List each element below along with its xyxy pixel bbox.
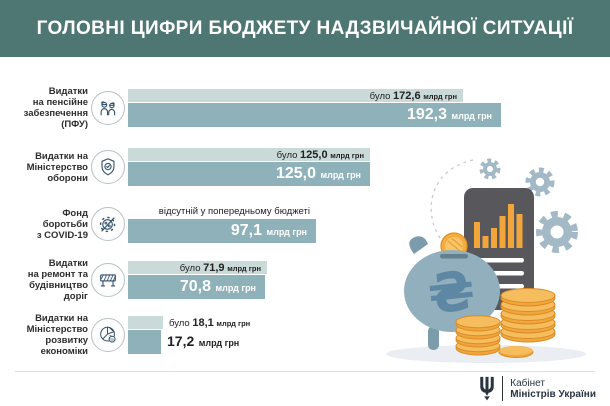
chart-row-economy: Видатки на Міністерство розвитку економі… [15,313,251,357]
current-bar: 125,0 млрд грн [128,162,370,186]
org-name: Кабінет Міністрів України [510,378,596,400]
current-bar: 192,3 млрд грн [128,103,501,127]
current-bar: 70,8 млрд грн [128,275,265,299]
chart-row-defense: Видатки на Міністерство оборони було 125… [15,148,370,186]
page-title: ГОЛОВНІ ЦИФРИ БЮДЖЕТУ НАДЗВИЧАЙНОЇ СИТУА… [36,17,574,39]
single-coin [498,345,534,358]
budget-illustration: ₴ [386,158,586,363]
org-line1: Кабінет [510,377,545,389]
coin-stack-left [455,315,501,356]
current-value-text: 192,3 млрд грн [406,106,492,123]
bar-group: відсутній у попередньому бюджеті 97,1 мл… [128,205,316,243]
current-bar: 97,1 млрд грн [128,219,316,243]
coin-stack-right [500,288,556,343]
piggy-bank-icon: ₴ [404,232,500,350]
bar-group: було 125,0 млрд грн 125,0 млрд грн [128,148,370,186]
covid-virus-icon [91,207,125,241]
road-barrier-icon [91,263,125,297]
org-line2: Міністрів України [510,388,596,400]
dashed-curve [430,159,474,249]
previous-bar: було 125,0 млрд грн [128,148,370,161]
category-label: Видатки на пенсійне забезпечення (ПФУ) [23,86,88,130]
previous-note-slot: відсутній у попередньому бюджеті [128,205,316,218]
current-value-text: 17,2 млрд грн [167,333,240,349]
category-label: Фонд боротьби з COVID-19 [36,207,88,241]
chart-row-pensions: Видатки на пенсійне забезпечення (ПФУ) б… [15,86,501,130]
previous-value-text: було 71,9 млрд грн [179,261,261,274]
current-value-text: 70,8 млрд грн [179,278,256,295]
bar-group: було 172,6 млрд грн 192,3 млрд грн [128,89,501,127]
chart-row-roads: Видатки на ремонт та будівництво доріг б… [15,258,267,302]
chart-row-covid-fund: Фонд боротьби з COVID-19 відсутній у поп… [15,205,316,243]
header-banner: ГОЛОВНІ ЦИФРИ БЮДЖЕТУ НАДЗВИЧАЙНОЇ СИТУА… [0,0,610,57]
previous-bar: було 18,1 млрд грн [128,316,250,329]
current-value-text: 97,1 млрд грн [230,222,307,239]
category-label: Видатки на Міністерство оборони [26,150,88,184]
previous-bar: було 71,9 млрд грн [128,261,267,274]
gears-icon [479,158,578,253]
svg-text:₴: ₴ [425,259,478,327]
current-value-text: 125,0 млрд грн [275,165,361,182]
footer-separator [15,371,595,372]
svg-text:%: % [110,337,114,342]
pensioners-icon [91,91,125,125]
previous-value-text: було 18,1 млрд грн [169,316,251,329]
previous-note-text: відсутній у попередньому бюджеті [158,206,310,217]
current-bar: 17,2 млрд грн [128,330,239,354]
economy-pie-icon: % [91,318,125,352]
bar-group: було 18,1 млрд грн 17,2 млрд грн [128,316,250,354]
previous-bar: було 172,6 млрд грн [128,89,463,102]
tryzub-icon [480,376,494,401]
defense-shield-icon [91,150,125,184]
previous-value-text: було 172,6 млрд грн [369,89,457,102]
bar-group: було 71,9 млрд грн 70,8 млрд грн [128,261,267,299]
category-label: Видатки на Міністерство розвитку економі… [26,313,88,357]
footer-divider [501,376,504,401]
category-label: Видатки на ремонт та будівництво доріг [27,258,88,302]
footer: Кабінет Міністрів України [478,376,596,401]
previous-value-text: було 125,0 млрд грн [276,148,364,161]
